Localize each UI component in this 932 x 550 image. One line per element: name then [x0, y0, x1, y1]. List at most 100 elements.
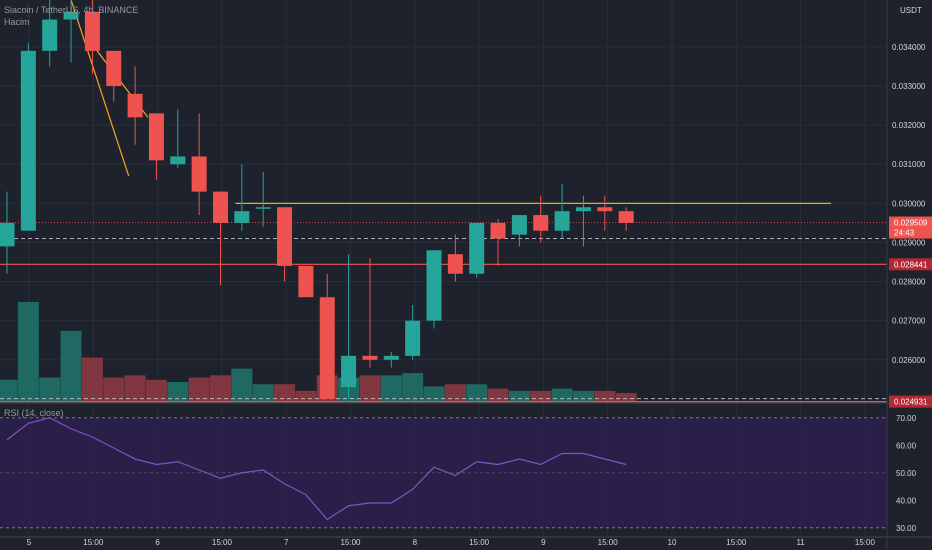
rsi-tick-label: 30.00: [896, 524, 917, 533]
volume-bar: [274, 384, 296, 402]
rsi-tick-label: 50.00: [896, 469, 917, 478]
volume-bar: [551, 388, 573, 402]
volume-bar: [295, 390, 317, 402]
time-tick-label: 11: [796, 538, 805, 547]
rsi-panel: [0, 417, 887, 529]
candle-body: [213, 191, 228, 223]
time-tick-label: 15:00: [212, 538, 233, 547]
time-tick-label: 15:00: [340, 538, 361, 547]
volume-bar: [402, 373, 424, 402]
candle-body: [63, 11, 79, 20]
price-tick-label: 0.031000: [892, 160, 926, 169]
candle-body: [319, 297, 335, 399]
currency-label: USDT: [900, 6, 922, 15]
trendlines: [70, 0, 832, 204]
volume-bar: [444, 384, 466, 402]
volume-legend: Hacim: [4, 17, 30, 27]
rsi-tick-label: 40.00: [896, 496, 917, 505]
price-tick-label: 0.030000: [892, 199, 926, 208]
candle-body: [106, 50, 122, 87]
level-price-tag: [889, 395, 932, 408]
rsi-legend: RSI (14, close): [4, 408, 64, 418]
price-tick-label: 0.028000: [892, 278, 926, 287]
time-tick-label: 15:00: [83, 538, 104, 547]
time-tick-label: 7: [284, 538, 289, 547]
volume-bar: [572, 390, 594, 402]
rsi-band: [0, 417, 887, 528]
candle-body: [511, 215, 527, 235]
price-tick-label: 0.032000: [892, 121, 926, 130]
candle-body: [234, 211, 250, 223]
candle-body: [575, 207, 591, 212]
volume-bar: [508, 390, 530, 402]
candle-body: [447, 254, 463, 274]
time-tick-label: 15:00: [855, 538, 876, 547]
candle-body: [277, 207, 293, 266]
volume-bar: [60, 330, 82, 402]
candle-body: [618, 211, 634, 223]
price-tick-label: 0.027000: [892, 317, 926, 326]
chart-title: Siacoin / TetherUS, 4h, BINANCE: [4, 5, 138, 15]
candle-body: [383, 355, 399, 360]
candle-body: [362, 355, 378, 360]
volume-bar: [466, 384, 488, 402]
rsi-tick-label: 60.00: [896, 441, 917, 450]
price-tick-label: 0.033000: [892, 82, 926, 91]
countdown-label: 24:43: [894, 229, 915, 238]
time-tick-label: 8: [413, 538, 418, 547]
volume-bar: [0, 379, 18, 402]
candle-body: [20, 50, 36, 231]
current-price-label: 0.029509: [894, 219, 928, 228]
price-tick-label: 0.034000: [892, 43, 926, 52]
volume-bar: [252, 384, 274, 402]
rsi-line: [6, 417, 627, 521]
volume-bar: [615, 393, 637, 402]
price-tick-label: 0.029000: [892, 238, 926, 247]
level-price-label: 0.028441: [894, 260, 928, 269]
volume-bar: [359, 375, 381, 402]
candle-body: [298, 265, 314, 298]
time-tick-label: 15:00: [726, 538, 747, 547]
time-tick-label: 5: [27, 538, 32, 547]
volume-bar: [487, 388, 509, 402]
candle-body: [127, 93, 143, 118]
candles: [0, 0, 634, 399]
volume-bar: [145, 379, 167, 402]
level-price-label: 0.024931: [894, 398, 928, 407]
volume-bar: [103, 377, 125, 402]
candle-body: [597, 207, 613, 212]
candle-body: [490, 222, 506, 239]
candle-body: [426, 250, 442, 321]
time-tick-label: 15:00: [469, 538, 490, 547]
time-tick-label: 10: [668, 538, 677, 547]
candle-body: [341, 355, 357, 388]
volume-bar: [17, 302, 39, 402]
candle-body: [148, 113, 164, 161]
candle-body: [405, 320, 421, 356]
volume-bars: [0, 302, 637, 402]
time-axis: 5 15:00 6 15:00 7 15:00 8 15:00 9 15:00 10 15:00 11 1…: [27, 538, 876, 547]
rsi-tick-label: 70.00: [896, 414, 917, 423]
volume-bar: [210, 375, 231, 402]
volume-bar: [380, 375, 402, 402]
volume-bar: [423, 386, 445, 402]
candle-body: [533, 215, 549, 231]
candle-body: [469, 222, 485, 274]
volume-bar: [188, 377, 210, 402]
candle-body: [170, 156, 186, 165]
price-tick-label: 0.026000: [892, 356, 926, 365]
volume-bar: [594, 390, 616, 402]
volume-bar: [124, 375, 146, 402]
volume-bar: [39, 377, 61, 402]
candle-body: [84, 11, 100, 51]
candle-body: [0, 222, 15, 247]
time-tick-label: 6: [155, 538, 160, 547]
volume-bar: [167, 382, 189, 402]
volume-bar: [231, 368, 253, 402]
volume-bar: [530, 390, 552, 402]
current-price-tag: [889, 216, 932, 239]
trendline: [70, 0, 130, 177]
candle-body: [255, 207, 271, 209]
